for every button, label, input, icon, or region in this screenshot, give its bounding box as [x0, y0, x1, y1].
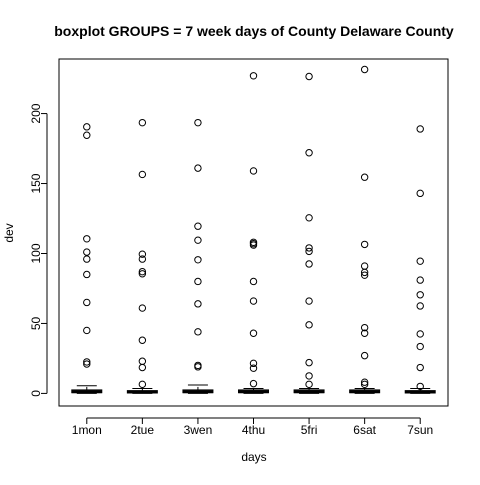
- outlier-point: [305, 72, 313, 81]
- outlier-point: [194, 300, 202, 308]
- outlier-point: [416, 342, 424, 351]
- outlier-point: [305, 149, 313, 157]
- outlier-point: [138, 363, 147, 372]
- outlier-point: [138, 267, 147, 276]
- outlier-point: [83, 248, 91, 256]
- outlier-point: [83, 131, 91, 139]
- outlier-point: [249, 364, 258, 372]
- outlier-point: [138, 336, 147, 344]
- outlier-point: [138, 304, 147, 312]
- box-group: [126, 118, 158, 394]
- x-tick-label: 1mon: [72, 423, 102, 437]
- outlier-point: [249, 359, 258, 368]
- outlier-point: [360, 378, 369, 386]
- outlier-point: [360, 351, 369, 360]
- outlier-point: [249, 277, 258, 286]
- y-axis-label: dev: [2, 223, 16, 242]
- box-group: [71, 123, 103, 394]
- outlier-point: [83, 326, 91, 335]
- outlier-point: [360, 329, 369, 337]
- outlier-point: [138, 170, 147, 179]
- outlier-point: [138, 255, 147, 263]
- outlier-point: [249, 167, 258, 175]
- x-tick-label: 4thu: [242, 423, 265, 437]
- outlier-point: [360, 240, 369, 249]
- y-tick-label: 50: [29, 316, 43, 330]
- outlier-point: [138, 270, 147, 278]
- outlier-point: [416, 257, 424, 265]
- x-axis: 1mon 2tue 3wen 4thu 5fri 6sat 7sun: [72, 417, 433, 437]
- outlier-point: [305, 247, 313, 256]
- outlier-point: [416, 302, 424, 310]
- y-tick-label: 150: [29, 173, 43, 193]
- outlier-point: [305, 358, 313, 367]
- outlier-point: [416, 125, 424, 133]
- outlier-point: [194, 118, 202, 127]
- outlier-point: [416, 382, 424, 391]
- outlier-point: [249, 72, 258, 80]
- outlier-point: [416, 291, 424, 299]
- outlier-point: [83, 360, 91, 368]
- outlier-point: [360, 173, 369, 181]
- outlier-point: [416, 276, 424, 284]
- outlier-point: [360, 268, 369, 277]
- y-tick-label: 200: [29, 103, 43, 123]
- outlier-point: [360, 65, 369, 74]
- plot-frame: [58, 58, 449, 407]
- outlier-point: [83, 298, 91, 307]
- box-group: [238, 72, 269, 394]
- outlier-point: [305, 380, 313, 389]
- boxes-layer: [71, 65, 436, 394]
- x-tick-label: 5fri: [301, 423, 318, 437]
- outlier-point: [360, 262, 369, 270]
- outlier-point: [416, 363, 424, 372]
- outlier-point: [194, 164, 202, 172]
- y-tick-label: 0: [29, 390, 43, 397]
- outlier-point: [83, 255, 91, 263]
- x-tick-label: 3wen: [184, 423, 213, 437]
- x-tick-label: 6sat: [353, 423, 376, 437]
- outlier-point: [138, 250, 147, 258]
- outlier-point: [194, 236, 202, 244]
- outlier-point: [305, 244, 313, 252]
- outlier-point: [249, 329, 258, 337]
- outlier-point: [83, 123, 91, 131]
- outlier-point: [194, 363, 202, 371]
- outlier-point: [194, 256, 202, 264]
- outlier-point: [249, 241, 258, 249]
- y-axis: 0 50 100 150 200: [29, 103, 48, 397]
- outlier-point: [249, 379, 258, 388]
- outlier-point: [305, 372, 313, 380]
- outlier-point: [360, 380, 369, 389]
- outlier-point: [194, 222, 202, 230]
- x-axis-label: days: [241, 450, 266, 464]
- chart-title: boxplot GROUPS = 7 week days of County D…: [54, 23, 454, 39]
- box-group: [293, 72, 325, 394]
- x-tick-label: 2tue: [131, 423, 155, 437]
- outlier-point: [305, 214, 313, 222]
- outlier-point: [138, 357, 147, 365]
- box-group: [404, 125, 436, 394]
- outlier-point: [416, 189, 424, 198]
- outlier-point: [138, 380, 147, 389]
- outlier-point: [194, 328, 202, 336]
- outlier-point: [360, 271, 369, 279]
- outlier-point: [83, 270, 91, 279]
- box-group: [349, 65, 381, 394]
- outlier-point: [305, 297, 313, 305]
- outlier-point: [83, 358, 91, 366]
- outlier-point: [83, 235, 91, 243]
- outlier-point: [305, 321, 313, 329]
- y-tick-label: 100: [29, 243, 43, 263]
- x-tick-label: 7sun: [407, 423, 433, 437]
- box-group: [182, 118, 214, 394]
- outlier-point: [249, 297, 258, 305]
- outlier-point: [138, 118, 147, 127]
- outlier-point: [416, 330, 424, 338]
- outlier-point: [194, 277, 202, 286]
- outlier-point: [305, 260, 313, 268]
- outlier-point: [360, 323, 369, 332]
